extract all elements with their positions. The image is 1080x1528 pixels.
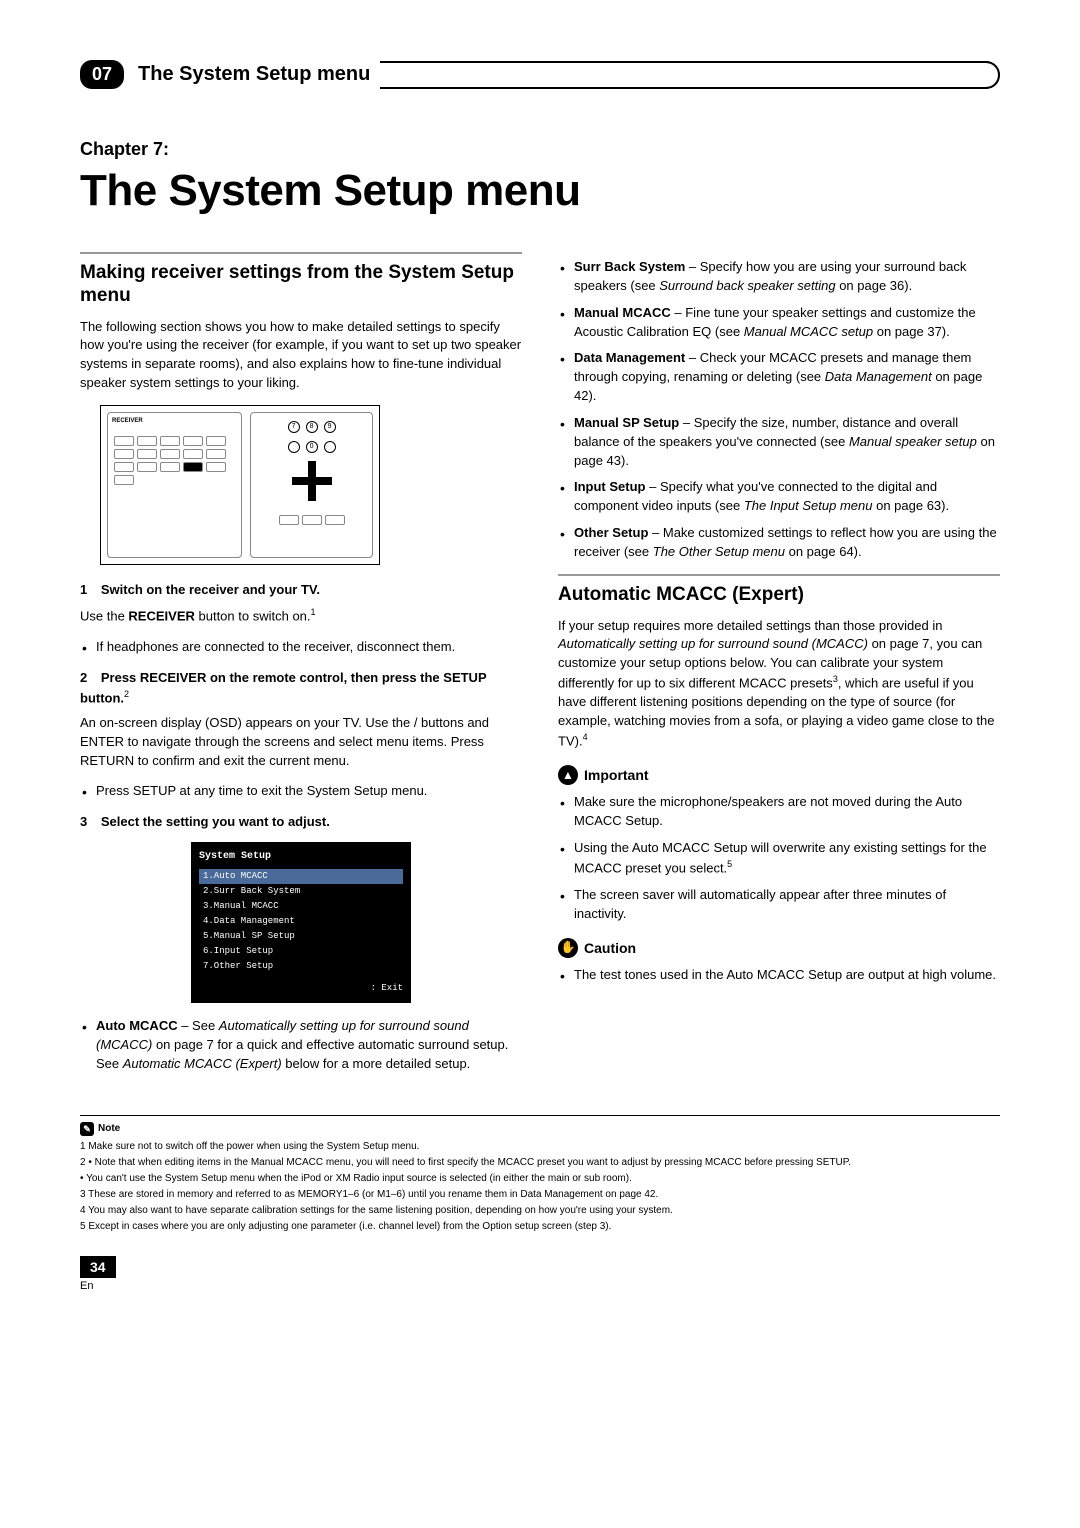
osd-item: 3.Manual MCACC: [199, 899, 403, 914]
left-column: Making receiver settings from the System…: [80, 252, 522, 1085]
step-1-bullets: If headphones are connected to the recei…: [80, 638, 522, 657]
list-item: If headphones are connected to the recei…: [80, 638, 522, 657]
step-2: 2 Press RECEIVER on the remote control, …: [80, 669, 522, 708]
list-item: Surr Back System – Specify how you are u…: [558, 258, 1000, 296]
item-label: Auto MCACC: [96, 1018, 178, 1033]
footnote-item: 1 Make sure not to switch off the power …: [80, 1140, 1000, 1154]
footnote-item: 3 These are stored in memory and referre…: [80, 1188, 1000, 1202]
osd-screenshot: System Setup 1.Auto MCACC 2.Surr Back Sy…: [191, 842, 411, 1003]
header-title: The System Setup menu: [138, 63, 370, 86]
caution-label: Caution: [584, 938, 636, 958]
note-heading: ✎ Note: [80, 1122, 120, 1136]
step-3-bullets: Auto MCACC – See Automatically setting u…: [80, 1017, 522, 1074]
osd-menu: 1.Auto MCACC 2.Surr Back System 3.Manual…: [199, 869, 403, 974]
footnote-item: 5 Except in cases where you are only adj…: [80, 1220, 1000, 1234]
list-item: Using the Auto MCACC Setup will overwrit…: [558, 839, 1000, 878]
chapter-label: Chapter 7:: [80, 139, 1000, 160]
settings-list: Surr Back System – Specify how you are u…: [558, 258, 1000, 562]
footnotes: ✎ Note 1 Make sure not to switch off the…: [80, 1115, 1000, 1234]
warning-icon: ▲: [558, 765, 578, 785]
important-heading: ▲ Important: [558, 765, 1000, 785]
intro-text: The following section shows you how to m…: [80, 318, 522, 393]
osd-item: 5.Manual SP Setup: [199, 929, 403, 944]
footnote-item: • You can't use the System Setup menu wh…: [80, 1172, 1000, 1186]
page-footer: 34 En: [80, 1236, 1000, 1292]
page-lang: En: [80, 1280, 1000, 1292]
osd-item: 2.Surr Back System: [199, 884, 403, 899]
right-column: Surr Back System – Specify how you are u…: [558, 252, 1000, 1085]
list-item: Auto MCACC – See Automatically setting u…: [80, 1017, 522, 1074]
section-title: Making receiver settings from the System…: [80, 262, 522, 308]
list-item: Input Setup – Specify what you've connec…: [558, 478, 1000, 516]
caution-heading: ✋ Caution: [558, 938, 1000, 958]
step-text: Press RECEIVER on the remote control, th…: [80, 670, 486, 705]
step-num: 1: [80, 582, 87, 597]
list-item: Data Management – Check your MCACC prese…: [558, 349, 1000, 406]
step-2-bullets: Press SETUP at any time to exit the Syst…: [80, 782, 522, 801]
caution-icon: ✋: [558, 938, 578, 958]
footnote-list: 1 Make sure not to switch off the power …: [80, 1140, 1000, 1234]
list-item: Press SETUP at any time to exit the Syst…: [80, 782, 522, 801]
step-1-body: Use the RECEIVER button to switch on.1: [80, 606, 522, 626]
content-columns: Making receiver settings from the System…: [80, 252, 1000, 1085]
step-text: Select the setting you want to adjust.: [101, 814, 330, 829]
note-icon: ✎: [80, 1122, 94, 1136]
list-item: Manual MCACC – Fine tune your speaker se…: [558, 304, 1000, 342]
step-2-body: An on-screen display (OSD) appears on yo…: [80, 714, 522, 771]
footnote-item: 4 You may also want to have separate cal…: [80, 1204, 1000, 1218]
list-item: Other Setup – Make customized settings t…: [558, 524, 1000, 562]
osd-exit: : Exit: [199, 982, 403, 995]
list-item: The screen saver will automatically appe…: [558, 886, 1000, 924]
section-rule: [80, 252, 522, 254]
chapter-heading: Chapter 7: The System Setup menu: [80, 139, 1000, 216]
osd-item: 1.Auto MCACC: [199, 869, 403, 884]
important-list: Make sure the microphone/speakers are no…: [558, 793, 1000, 923]
figure-receiver: RECEIVER: [107, 412, 242, 558]
main-title: The System Setup menu: [80, 166, 1000, 216]
header-rule: [380, 61, 1000, 89]
section-2-body: If your setup requires more detailed set…: [558, 617, 1000, 752]
chapter-badge: 07: [80, 60, 124, 89]
step-3: 3 Select the setting you want to adjust.: [80, 813, 522, 832]
list-item: The test tones used in the Auto MCACC Se…: [558, 966, 1000, 985]
figure-remote: 789 0: [250, 412, 373, 558]
step-num: 2: [80, 670, 87, 685]
osd-title: System Setup: [199, 850, 403, 865]
page-number: 34: [80, 1256, 116, 1278]
section-title: Automatic MCACC (Expert): [558, 584, 1000, 607]
osd-item: 6.Input Setup: [199, 944, 403, 959]
footnote-item: 2 • Note that when editing items in the …: [80, 1156, 1000, 1170]
step-num: 3: [80, 814, 87, 829]
important-label: Important: [584, 765, 649, 785]
caution-list: The test tones used in the Auto MCACC Se…: [558, 966, 1000, 985]
remote-figure: RECEIVER 789 0: [100, 405, 380, 565]
list-item: Make sure the microphone/speakers are no…: [558, 793, 1000, 831]
osd-item: 4.Data Management: [199, 914, 403, 929]
note-label: Note: [98, 1122, 120, 1136]
list-item: Manual SP Setup – Specify the size, numb…: [558, 414, 1000, 471]
osd-item: 7.Other Setup: [199, 959, 403, 974]
step-1: 1 Switch on the receiver and your TV.: [80, 581, 522, 600]
step-text: Switch on the receiver and your TV.: [101, 582, 320, 597]
section-rule: [558, 574, 1000, 576]
page-header: 07 The System Setup menu: [80, 60, 1000, 89]
